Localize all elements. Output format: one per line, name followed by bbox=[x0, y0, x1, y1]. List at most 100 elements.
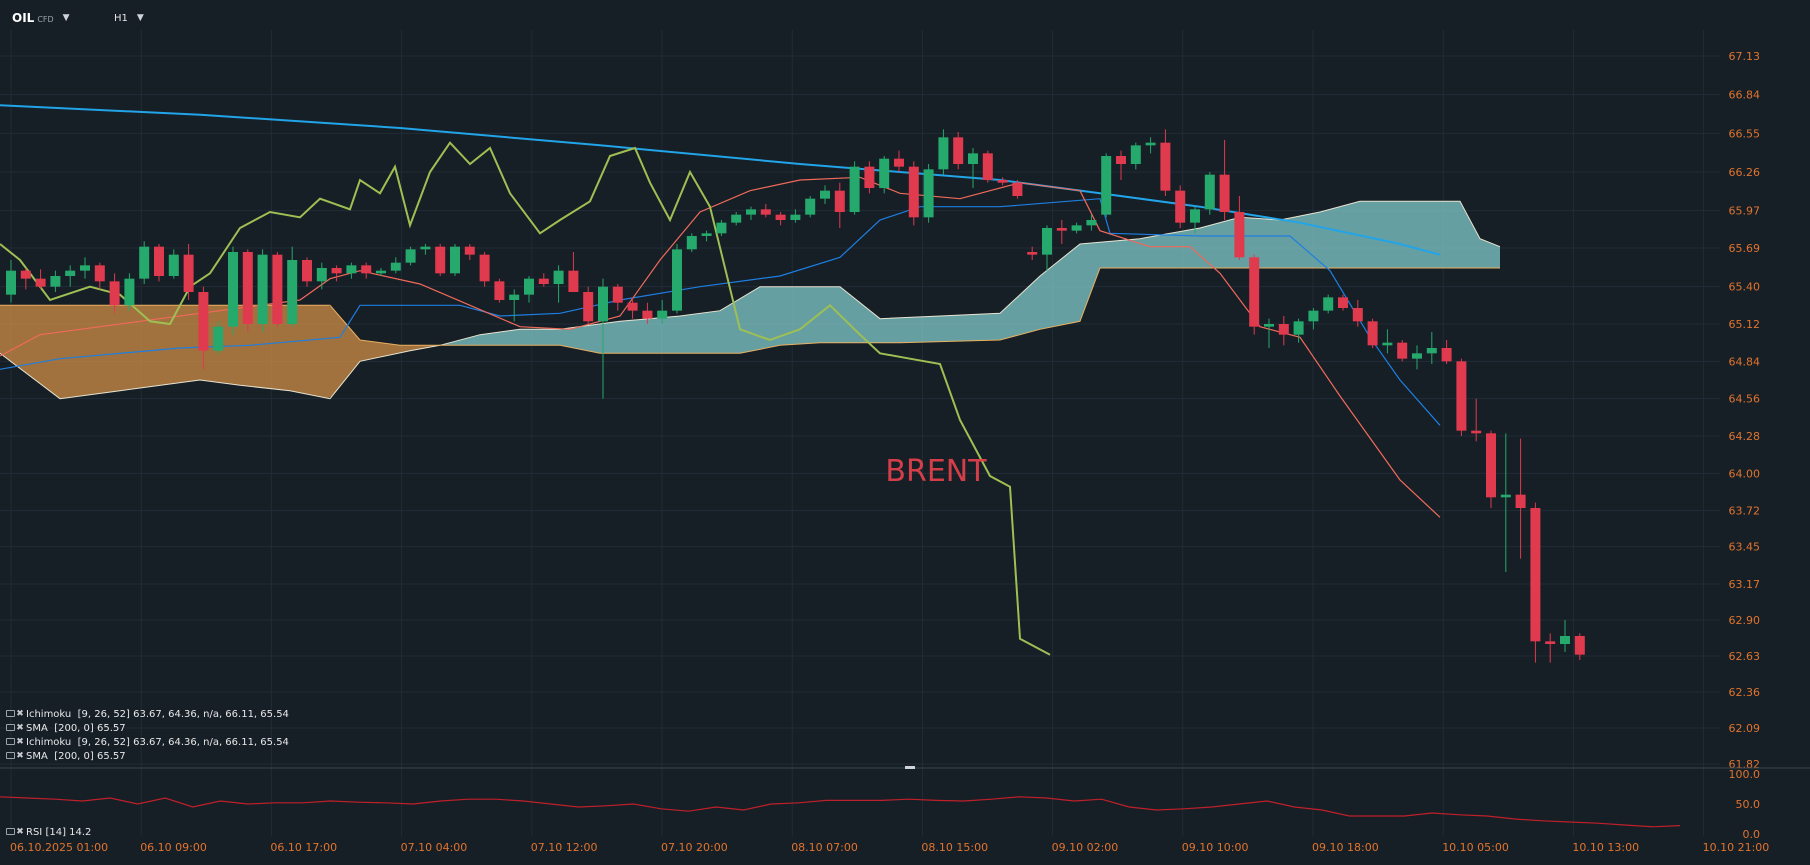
candle bbox=[805, 196, 816, 218]
candle-body bbox=[790, 214, 801, 220]
candle bbox=[154, 244, 164, 282]
candle-body bbox=[154, 246, 164, 276]
candle-body bbox=[583, 292, 594, 322]
candle-body bbox=[1071, 225, 1082, 231]
close-icon[interactable]: ✖ bbox=[16, 737, 24, 747]
close-icon[interactable]: ✖ bbox=[16, 709, 24, 719]
candle-body bbox=[1234, 212, 1245, 258]
candle-body bbox=[1293, 321, 1304, 335]
candle bbox=[168, 249, 179, 279]
visibility-icon[interactable] bbox=[6, 710, 15, 717]
pane-resize-handle[interactable] bbox=[905, 766, 915, 769]
candle bbox=[65, 265, 76, 287]
candle-body bbox=[479, 254, 490, 282]
candle bbox=[183, 244, 194, 300]
candle-body bbox=[642, 310, 653, 319]
senkou-span-b bbox=[0, 267, 1500, 354]
candle bbox=[849, 161, 860, 215]
visibility-icon[interactable] bbox=[6, 738, 15, 745]
candle bbox=[731, 212, 742, 226]
candle-body bbox=[760, 209, 771, 215]
visibility-icon[interactable] bbox=[6, 828, 15, 835]
candle bbox=[1308, 308, 1319, 330]
candle bbox=[953, 132, 964, 170]
candle-body bbox=[1130, 145, 1141, 164]
candle-body bbox=[228, 252, 238, 327]
candle-body bbox=[405, 249, 416, 263]
candle-body bbox=[1101, 156, 1112, 215]
candle-body bbox=[598, 286, 608, 322]
close-icon[interactable]: ✖ bbox=[16, 827, 24, 837]
price-axis[interactable]: 67.13 66.84 66.55 66.26 65.97 65.69 65.40 65.12… bbox=[1729, 50, 1761, 771]
candle bbox=[568, 252, 579, 292]
candle bbox=[509, 289, 520, 322]
rsi-value: 14.2 bbox=[69, 826, 92, 838]
price-axis-label: 63.72 bbox=[1729, 505, 1761, 518]
rsi-params: [14] bbox=[45, 826, 66, 838]
candle-body bbox=[316, 268, 327, 282]
candle-body bbox=[1471, 430, 1482, 434]
candle bbox=[331, 265, 342, 282]
candle-body bbox=[612, 286, 623, 303]
candle-body bbox=[109, 281, 120, 306]
candle-body bbox=[376, 270, 386, 274]
candle-body bbox=[168, 254, 179, 276]
time-axis-label: 06.10.2025 01:00 bbox=[10, 841, 108, 854]
candle bbox=[1204, 172, 1215, 215]
chart-toolbar: OIL CFD ▼ H1 ▼ bbox=[0, 0, 300, 36]
candle bbox=[1249, 254, 1260, 335]
legend-indicator-name: Ichimoku bbox=[26, 736, 72, 748]
candle-body bbox=[1545, 641, 1556, 644]
candle-body bbox=[1204, 174, 1215, 210]
candle-body bbox=[272, 254, 283, 324]
candle-body bbox=[894, 158, 904, 167]
candle bbox=[228, 246, 238, 335]
candle-body bbox=[1042, 228, 1052, 255]
candle-body bbox=[1352, 308, 1363, 322]
candle bbox=[775, 212, 786, 226]
candle-body bbox=[509, 294, 520, 300]
candle-body bbox=[1338, 297, 1348, 308]
chikou-span-line bbox=[0, 141, 1051, 656]
candle-body bbox=[553, 270, 564, 284]
candle bbox=[879, 156, 890, 194]
candle bbox=[1456, 358, 1467, 436]
candle-body bbox=[494, 281, 505, 300]
candle bbox=[1426, 332, 1437, 364]
price-axis-label: 62.36 bbox=[1729, 686, 1761, 699]
candle-body bbox=[968, 153, 978, 164]
price-axis-label: 63.45 bbox=[1729, 541, 1761, 554]
time-axis[interactable]: 06.10.2025 01:00 06.10 09:00 06.10 17:00 07… bbox=[10, 841, 1769, 854]
candle bbox=[464, 244, 475, 260]
legend-indicator-params: [200, 0] bbox=[54, 722, 94, 734]
time-axis-label: 08.10 07:00 bbox=[791, 841, 858, 854]
close-icon[interactable]: ✖ bbox=[16, 751, 24, 761]
candle-body bbox=[672, 249, 682, 311]
close-icon[interactable]: ✖ bbox=[16, 723, 24, 733]
candle bbox=[746, 206, 756, 220]
candle-body bbox=[1515, 494, 1526, 508]
timeframe-selector[interactable]: H1 ▼ bbox=[108, 8, 150, 28]
cloud-bullish bbox=[436, 201, 1500, 354]
candle bbox=[494, 278, 505, 303]
candle-body bbox=[1116, 156, 1126, 164]
candle bbox=[139, 241, 150, 284]
price-axis-label: 62.09 bbox=[1729, 722, 1761, 735]
candle bbox=[257, 249, 268, 332]
visibility-icon[interactable] bbox=[6, 752, 15, 759]
time-axis-label: 10.10 21:00 bbox=[1703, 841, 1770, 854]
candle bbox=[612, 284, 623, 311]
time-axis-label: 09.10 10:00 bbox=[1182, 841, 1249, 854]
candle-body bbox=[568, 270, 579, 292]
candle bbox=[524, 276, 534, 303]
candle-body bbox=[331, 268, 342, 274]
price-axis-label: 64.84 bbox=[1729, 355, 1761, 368]
kijun-sen-line bbox=[0, 198, 1441, 426]
candle-body bbox=[701, 233, 712, 236]
symbol-selector[interactable]: OIL CFD ▼ bbox=[12, 8, 70, 28]
candle bbox=[124, 273, 135, 311]
visibility-icon[interactable] bbox=[6, 724, 15, 731]
candle-body bbox=[1456, 361, 1467, 431]
time-axis-label: 07.10 04:00 bbox=[401, 841, 468, 854]
